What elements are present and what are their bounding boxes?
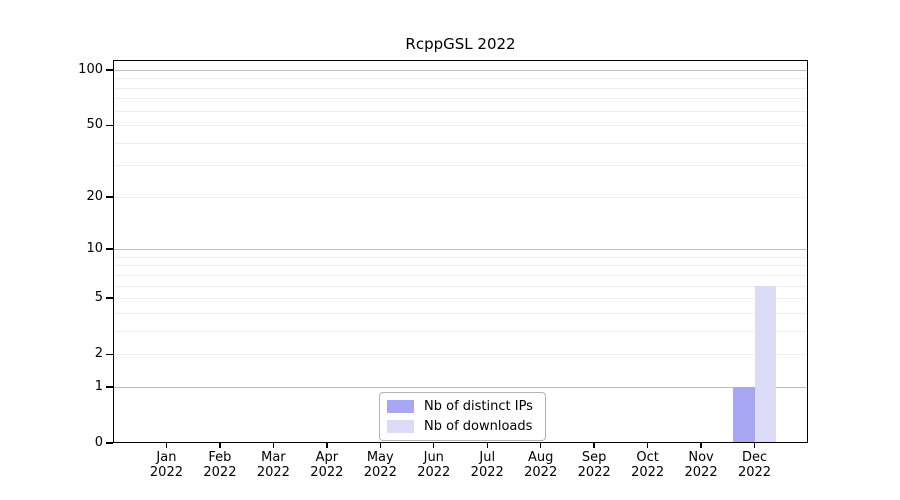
x-axis-tick [700, 443, 702, 448]
x-axis-tick [433, 443, 435, 448]
minor-gridline [113, 142, 808, 144]
x-axis-tick-label: Mar 2022 [256, 450, 290, 480]
legend: Nb of distinct IPs Nb of downloads [379, 392, 546, 441]
x-axis-tick-label: May 2022 [363, 450, 397, 480]
y-axis-tick-label: 5 [94, 290, 103, 306]
major-gridline [113, 249, 808, 251]
y-axis-tick [106, 386, 113, 388]
minor-gridline [113, 354, 808, 356]
minor-gridline [113, 330, 808, 332]
minor-gridline [113, 312, 808, 314]
x-axis-tick [165, 443, 168, 448]
y-axis-tick [106, 297, 113, 299]
x-axis-tick-label: Feb 2022 [203, 450, 237, 480]
major-gridline [113, 70, 808, 71]
minor-gridline [113, 256, 808, 258]
x-axis-tick-label: Jan 2022 [149, 450, 183, 480]
minor-gridline [113, 98, 808, 100]
bar-nb-of-distinct-ips-dec [733, 386, 755, 443]
bar-nb-of-downloads-dec [754, 285, 776, 443]
y-axis-tick-label: 50 [86, 117, 103, 133]
x-axis-tick-label: Dec 2022 [737, 450, 772, 480]
minor-gridline [113, 110, 808, 112]
minor-gridline [113, 87, 808, 89]
legend-swatch-downloads [387, 420, 414, 433]
minor-gridline [113, 298, 808, 300]
x-axis-tick-label: Nov 2022 [684, 450, 718, 480]
x-axis-tick-label: Aug 2022 [524, 450, 558, 480]
y-axis-tick-label: 2 [94, 346, 103, 362]
x-axis-tick [326, 443, 328, 448]
y-axis-tick-label: 0 [94, 435, 103, 450]
y-axis-tick [106, 353, 113, 355]
x-axis-tick-label: Jul 2022 [470, 450, 504, 480]
minor-gridline [113, 285, 808, 287]
x-axis-tick-label: Apr 2022 [310, 450, 344, 480]
x-axis-tick [486, 443, 488, 448]
legend-entry-distinct-ips: Nb of distinct IPs [387, 399, 533, 414]
x-axis-tick [593, 443, 595, 448]
x-axis-tick [219, 443, 221, 448]
plot-area [113, 60, 808, 443]
chart-title: RcppGSL 2022 [405, 35, 516, 53]
major-gridline [113, 386, 808, 388]
x-axis-tick-label: Jun 2022 [417, 450, 451, 480]
x-axis-tick [646, 443, 649, 448]
x-axis-tick [753, 443, 756, 448]
x-axis-tick [272, 443, 275, 448]
legend-label-distinct-ips: Nb of distinct IPs [424, 399, 533, 414]
y-axis-tick-label: 20 [86, 188, 103, 204]
y-axis-tick-label: 10 [86, 241, 103, 257]
minor-gridline [113, 274, 808, 276]
y-axis-tick [106, 442, 113, 444]
minor-gridline [113, 196, 808, 198]
y-axis-tick-label: 100 [78, 62, 103, 77]
x-axis-tick-label: Oct 2022 [631, 450, 665, 480]
x-axis-tick [379, 443, 381, 448]
legend-swatch-distinct-ips [387, 400, 414, 413]
y-axis-tick [106, 248, 113, 250]
minor-gridline [113, 165, 808, 167]
y-axis-tick-label: 1 [94, 378, 103, 394]
legend-entry-downloads: Nb of downloads [387, 419, 533, 434]
minor-gridline [113, 265, 808, 267]
minor-gridline [113, 125, 808, 127]
y-axis-tick [106, 69, 113, 71]
legend-label-downloads: Nb of downloads [424, 419, 533, 434]
minor-gridline [113, 78, 808, 80]
x-axis-tick-label: Sep 2022 [577, 450, 611, 480]
x-axis-tick [539, 443, 542, 448]
y-axis-tick [106, 124, 113, 126]
y-axis-tick [106, 196, 113, 198]
